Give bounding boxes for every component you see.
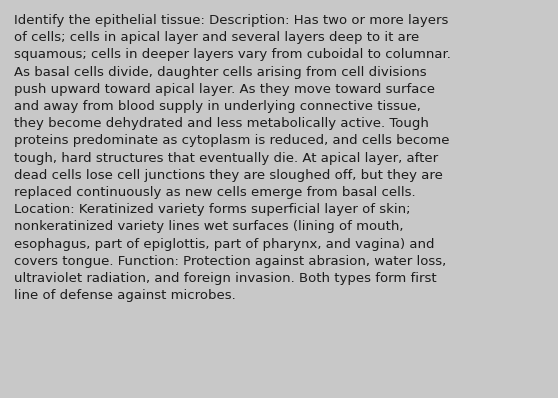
Text: Identify the epithelial tissue: Description: Has two or more layers
of cells; ce: Identify the epithelial tissue: Descript… — [14, 14, 451, 302]
